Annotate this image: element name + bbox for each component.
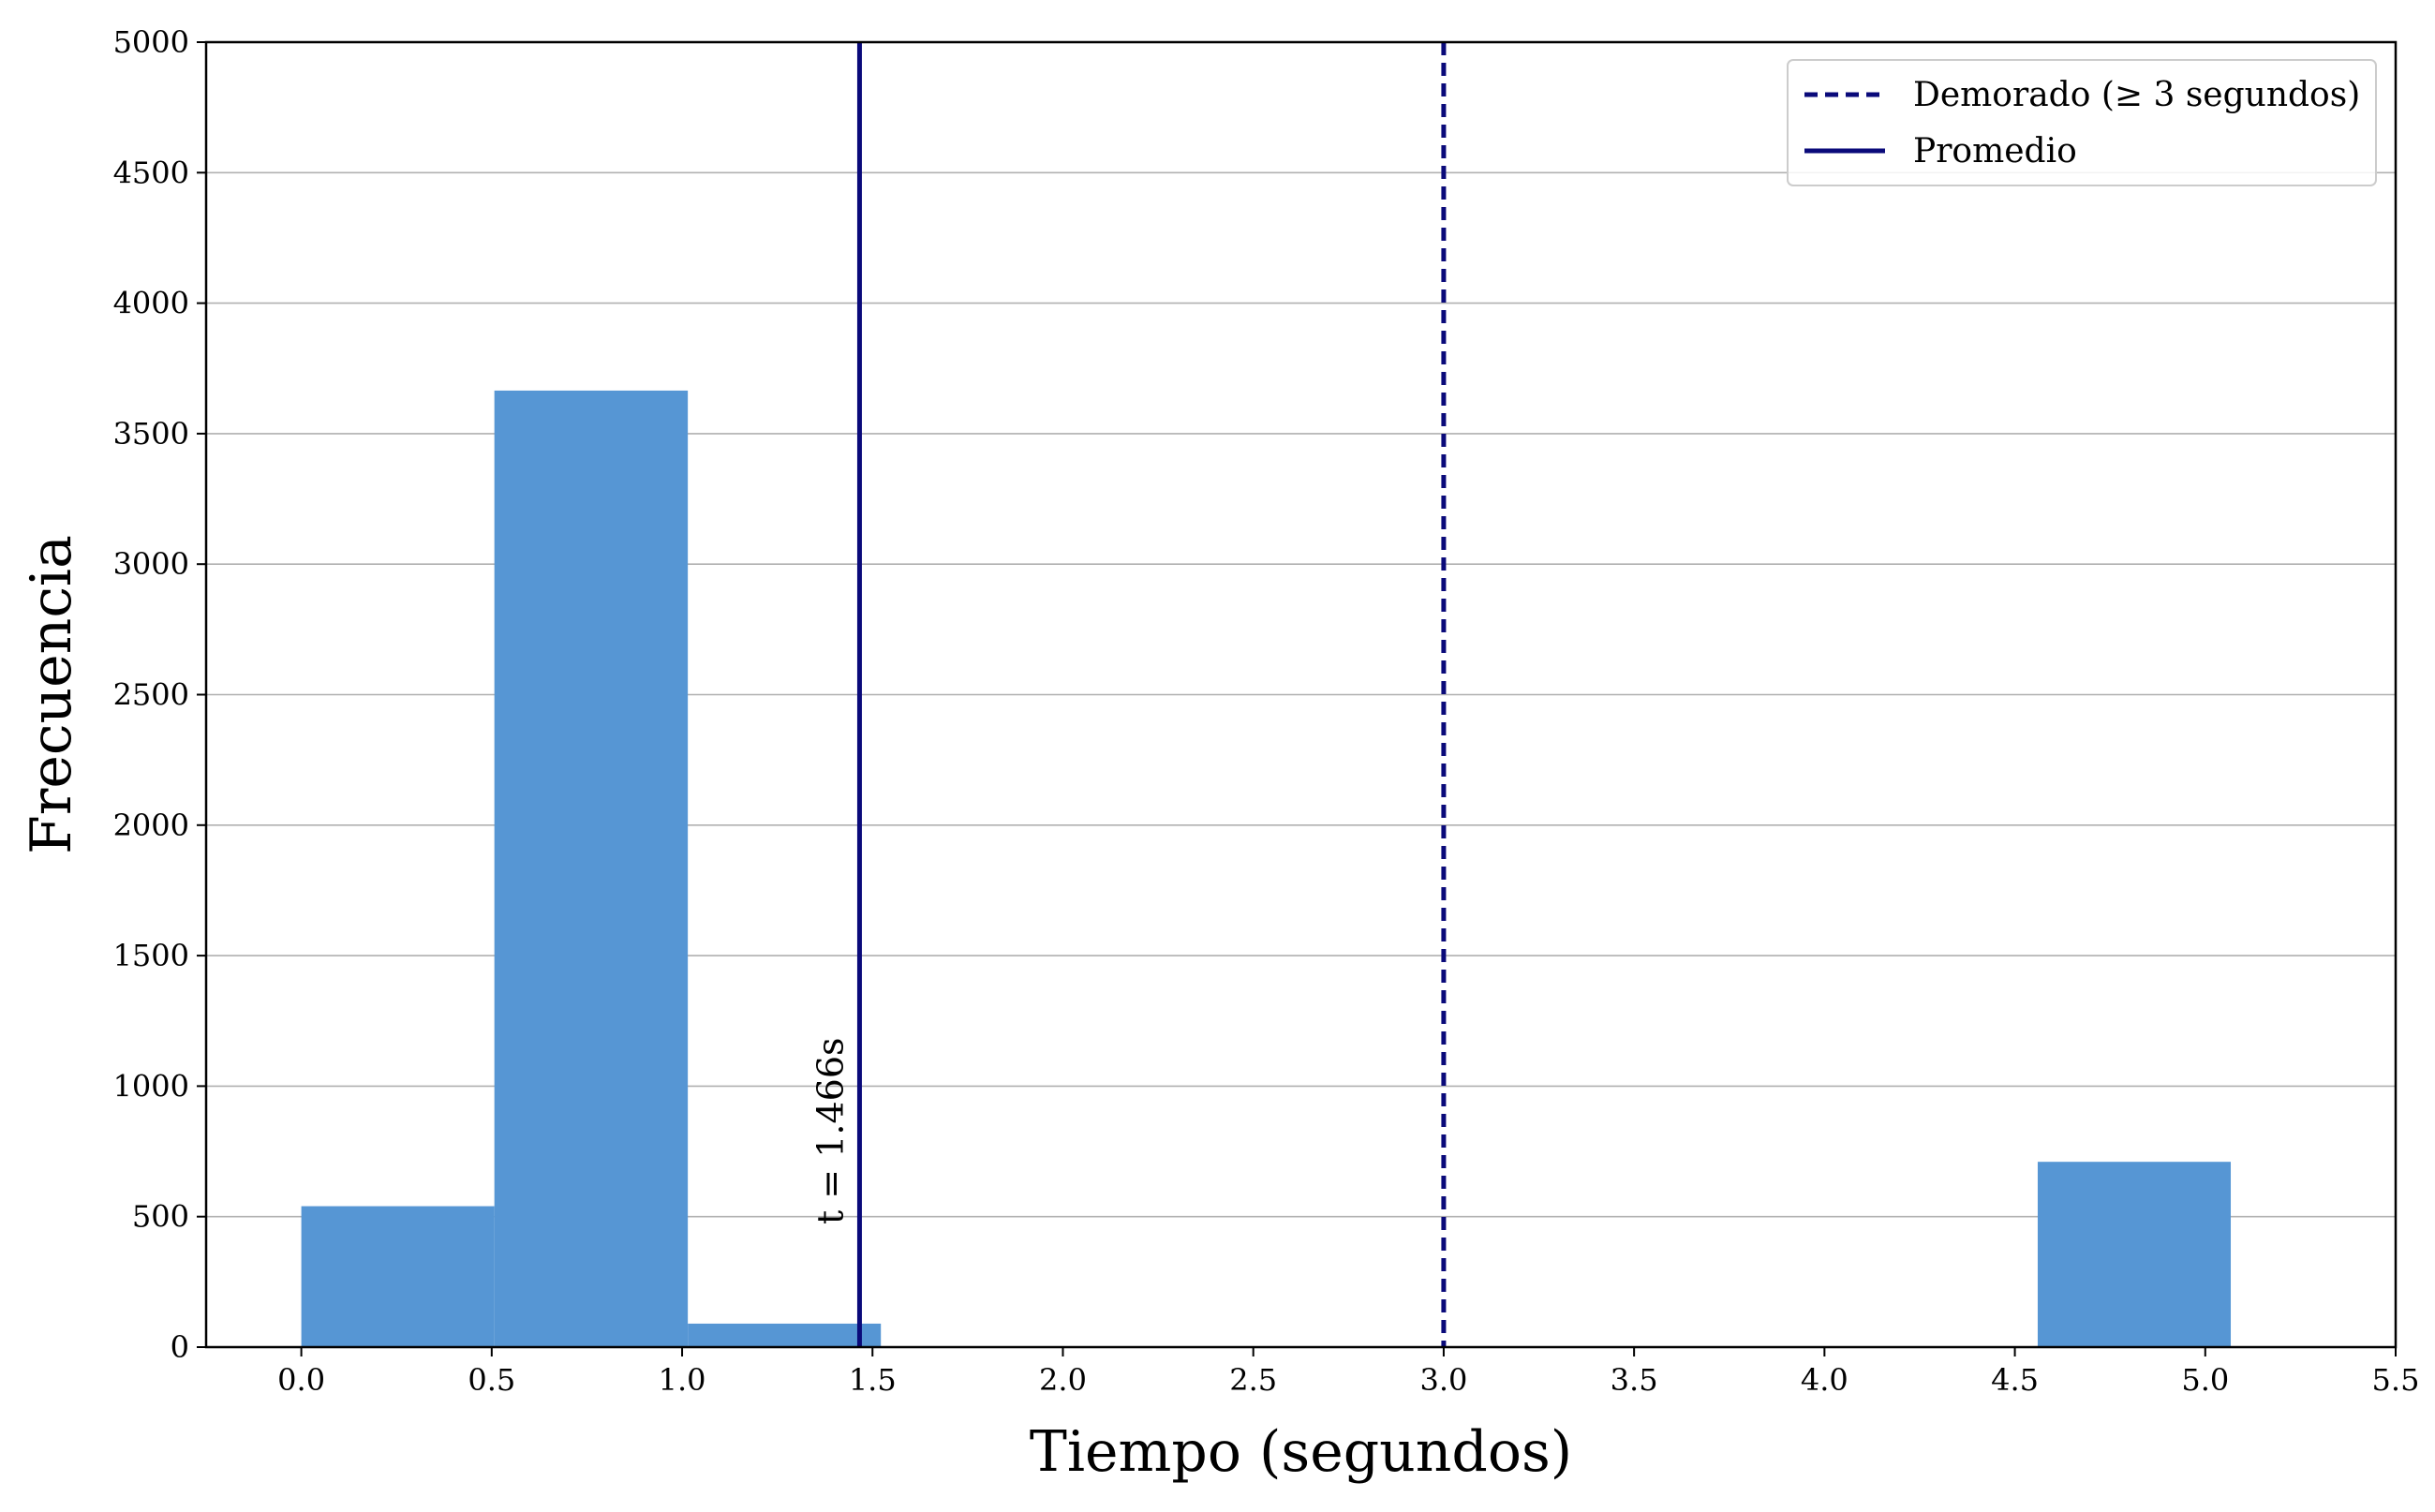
histogram-bar-2: [688, 1323, 882, 1347]
histogram-bars: [301, 390, 2232, 1347]
x-tick-label-10: 5.0: [2181, 1362, 2229, 1398]
y-tick-label-5: 2500: [113, 677, 189, 713]
x-axis-ticks: 0.0 0.5 1.0 1.5 2.0 2.5 3.0 3.5 4.0 4.5 5.0 5.5: [277, 1347, 2419, 1398]
y-tick-label-6: 3000: [113, 546, 189, 582]
y-tick-label-4: 2000: [113, 808, 189, 843]
y-tick-label-7: 3500: [113, 416, 189, 452]
y-tick-label-3: 1500: [113, 938, 189, 973]
x-tick-label-3: 1.5: [849, 1362, 897, 1398]
x-tick-label-7: 3.5: [1611, 1362, 1658, 1398]
histogram-bar-3: [2037, 1162, 2232, 1347]
mean-annotation: t = 1.466s: [809, 1037, 851, 1224]
x-tick-label-0: 0.0: [277, 1362, 325, 1398]
x-tick-label-5: 2.5: [1229, 1362, 1277, 1398]
legend: Demorado (≥ 3 segundos) Promedio: [1787, 59, 2377, 186]
reference-lines: [856, 42, 1447, 1347]
y-tick-label-1: 500: [132, 1199, 189, 1235]
y-tick-label-2: 1000: [113, 1068, 189, 1104]
y-tick-label-0: 0: [171, 1329, 189, 1365]
y-tick-label-8: 4000: [113, 286, 189, 321]
x-axis-title: Tiempo (segundos): [1030, 1419, 1572, 1485]
x-tick-label-4: 2.0: [1039, 1362, 1087, 1398]
y-tick-label-10: 5000: [113, 24, 189, 60]
x-tick-label-8: 4.0: [1801, 1362, 1849, 1398]
x-tick-label-6: 3.0: [1419, 1362, 1467, 1398]
histogram-bar-0: [301, 1206, 495, 1347]
y-axis-ticks: 0 500 1000 1500 2000 2500 3000 3500 4000 4500 5000: [113, 24, 206, 1365]
histogram-bar-1: [494, 390, 689, 1347]
x-tick-label-11: 5.5: [2372, 1362, 2420, 1398]
x-tick-label-2: 1.0: [659, 1362, 706, 1398]
legend-box: [1787, 59, 2377, 186]
y-axis-title: Frecuencia: [19, 535, 84, 854]
legend-label-demorado: Demorado (≥ 3 segundos): [1913, 76, 2360, 114]
legend-label-promedio: Promedio: [1913, 132, 2077, 170]
x-tick-label-1: 0.5: [468, 1362, 515, 1398]
y-tick-label-9: 4500: [113, 155, 189, 190]
x-tick-label-9: 4.5: [1991, 1362, 2039, 1398]
